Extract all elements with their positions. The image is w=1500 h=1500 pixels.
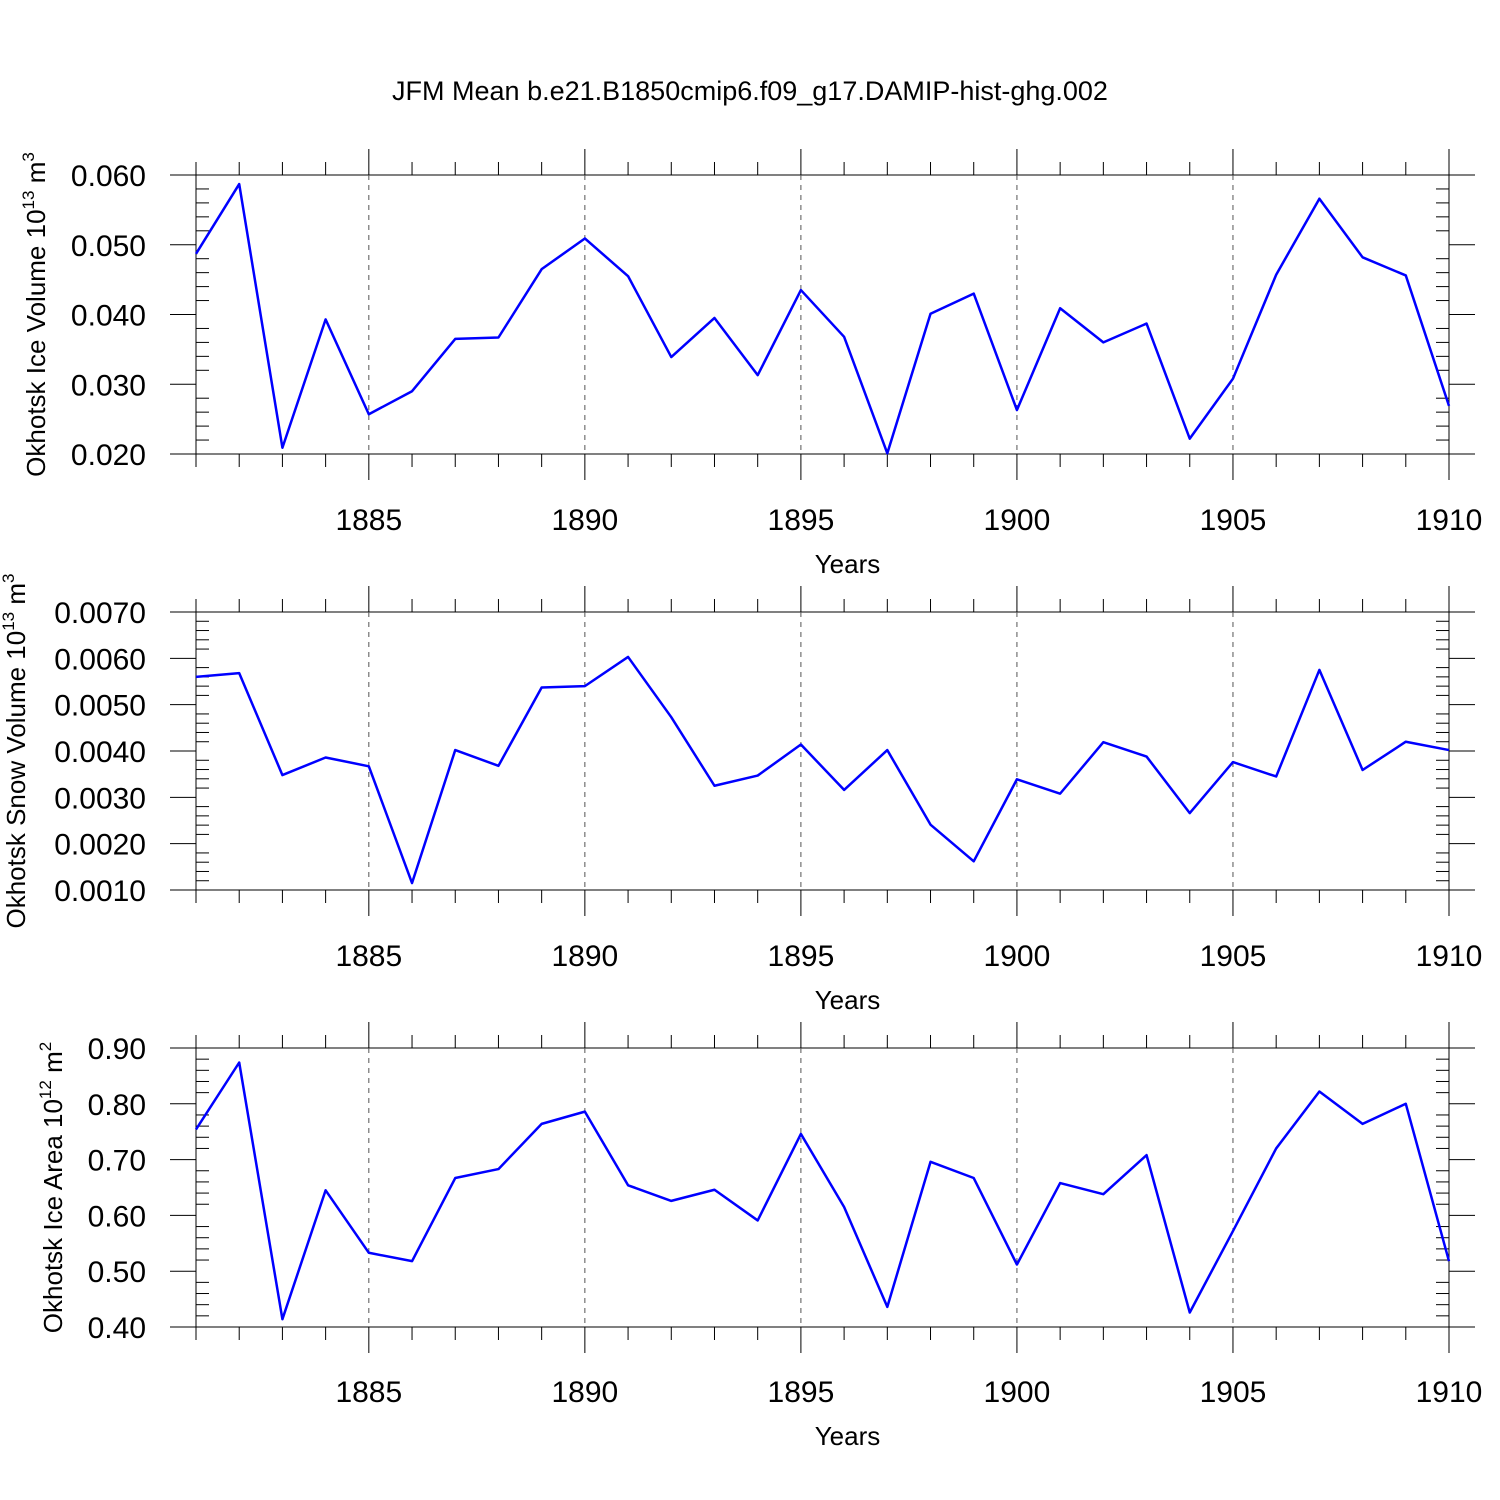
x-tick-label: 1890 (551, 1376, 618, 1409)
x-axis-label: Years (815, 1421, 881, 1451)
y-tick-label: 0.0010 (54, 875, 146, 908)
plot-frame (195, 611, 1450, 891)
x-tick-label: 1885 (335, 940, 402, 973)
x-tick-label: 1900 (984, 940, 1051, 973)
y-tick-label: 0.70 (88, 1145, 146, 1178)
chart-panel-1: 1885 1890 1895 1900 1905 1910 0.020 0.030 0.040 0… (19, 149, 1482, 579)
y-tick-label: 0.050 (71, 230, 146, 263)
x-tick-label: 1895 (768, 504, 835, 537)
y-tick-label: 0.50 (88, 1256, 146, 1289)
y-tick-label: 0.0060 (54, 643, 146, 676)
series-line (195, 655, 1450, 885)
x-tick-label: 1910 (1416, 940, 1483, 973)
y-tick-label: 0.40 (88, 1312, 146, 1345)
y-tick-label: 0.0040 (54, 736, 146, 769)
x-tick-label: 1910 (1416, 504, 1483, 537)
y-tick-label: 0.60 (88, 1200, 146, 1233)
x-tick-label: 1885 (335, 1376, 402, 1409)
y-tick-label: 0.80 (88, 1089, 146, 1122)
y-tick-label: 0.0030 (54, 782, 146, 815)
y-tick-label: 0.060 (71, 160, 146, 193)
series-line (194, 1061, 1451, 1321)
x-tick-label: 1905 (1200, 1376, 1267, 1409)
y-axis-label: Okhotsk Snow Volume 1013 m3 (0, 574, 31, 929)
x-tick-label: 1890 (551, 940, 618, 973)
chart-title: JFM Mean b.e21.B1850cmip6.f09_g17.DAMIP-… (392, 76, 1108, 106)
y-tick-label: 0.030 (71, 369, 146, 402)
y-axis-label: Okhotsk Ice Area 1012 m2 (36, 1042, 68, 1333)
x-tick-label: 1895 (768, 1376, 835, 1409)
series-line (194, 182, 1451, 455)
chart-panel-3: 1885 1890 1895 1900 1905 1910 0.40 0.50 0.60 0.70… (36, 1022, 1482, 1451)
y-tick-label: 0.020 (71, 439, 146, 472)
y-tick-label: 0.0070 (54, 597, 146, 630)
x-tick-label: 1910 (1416, 1376, 1483, 1409)
plot-frame (195, 1047, 1450, 1328)
y-axis-label: Okhotsk Ice Volume 1013 m3 (19, 152, 51, 477)
x-tick-label: 1900 (984, 504, 1051, 537)
chart-panel-2: 1885 1890 1895 1900 1905 1910 0.0010 0.0020 0.00… (0, 574, 1482, 1016)
y-tick-label: 0.0020 (54, 829, 146, 862)
x-tick-label: 1895 (768, 940, 835, 973)
y-tick-label: 0.0050 (54, 690, 146, 723)
x-tick-label: 1905 (1200, 940, 1267, 973)
y-tick-label: 0.040 (71, 300, 146, 333)
x-tick-label: 1900 (984, 1376, 1051, 1409)
x-tick-label: 1890 (551, 504, 618, 537)
x-axis-label: Years (815, 549, 881, 579)
x-tick-label: 1905 (1200, 504, 1267, 537)
x-tick-label: 1885 (335, 504, 402, 537)
y-tick-label: 0.90 (88, 1033, 146, 1066)
x-axis-label: Years (815, 985, 881, 1015)
